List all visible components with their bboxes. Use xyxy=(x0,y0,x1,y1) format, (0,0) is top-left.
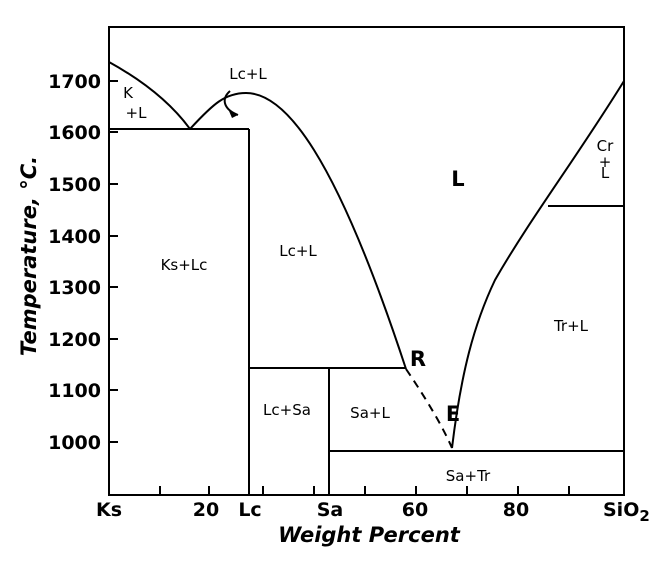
y-tick-label-1500: 1500 xyxy=(48,174,101,196)
metastable-liquidus-curve xyxy=(405,368,453,449)
k-plus-l-label-l: +L xyxy=(126,104,148,122)
cr-plus-l-label-l: L xyxy=(601,164,610,182)
y-tick-label-1400: 1400 xyxy=(48,226,101,248)
ks-liquidus-curve xyxy=(108,61,191,130)
lc-plus-l-label: Lc+L xyxy=(279,242,317,260)
sa-plus-tr-label: Sa+Tr xyxy=(446,467,491,485)
x-tick-label-sio2-main: SiO xyxy=(603,499,639,521)
cr-plus-l-label-plus: + xyxy=(599,153,612,171)
x-tick-label-sio2-subscript: 2 xyxy=(639,507,649,525)
y-axis: 1700 1600 1500 1400 1300 1200 1100 1000 … xyxy=(17,71,118,454)
tr-plus-l-label: Tr+L xyxy=(553,317,589,335)
y-tick-label-1200: 1200 xyxy=(48,329,101,351)
x-tick-label-lc: Lc xyxy=(238,499,261,521)
k-plus-l-label-k: K xyxy=(123,84,134,102)
point-e-label: E xyxy=(446,402,460,426)
phase-boundaries xyxy=(108,61,625,495)
sio2-liquidus-curve xyxy=(451,80,625,449)
y-tick-label-1000: 1000 xyxy=(48,432,101,454)
x-tick-label-sa: Sa xyxy=(317,499,344,521)
y-tick-label-1300: 1300 xyxy=(48,277,101,299)
region-labels: K +L Lc+L L Cr + L Ks+Lc Lc+L Tr+L Lc+Sa… xyxy=(123,65,614,485)
y-tick-label-1100: 1100 xyxy=(48,380,101,402)
x-tick-label-60: 60 xyxy=(402,499,428,521)
cr-plus-l-label-cr: Cr xyxy=(597,137,614,155)
ks-plus-lc-label: Ks+Lc xyxy=(161,256,208,274)
lc-l-pointer-arrowhead xyxy=(229,111,238,118)
x-tick-label-sio2: SiO2 xyxy=(603,499,650,525)
liquid-label: L xyxy=(451,167,464,191)
x-tick-label-20: 20 xyxy=(193,499,219,521)
x-tick-label-80: 80 xyxy=(503,499,529,521)
x-axis-title: Weight Percent xyxy=(278,523,461,547)
x-tick-label-ks: Ks xyxy=(96,499,122,521)
y-tick-label-1600: 1600 xyxy=(48,122,101,144)
lc-l-pointer-arrow xyxy=(223,90,239,116)
lc-liquidus-curve xyxy=(189,91,407,370)
x-axis: Ks 20 Lc Sa 60 80 SiO2 Weight Percent xyxy=(96,486,650,547)
point-r-label: R xyxy=(410,347,426,371)
y-axis-title: Temperature, °C. xyxy=(17,156,41,356)
lc-plus-sa-label: Lc+Sa xyxy=(263,401,311,419)
sa-plus-l-label: Sa+L xyxy=(350,404,390,422)
y-tick-label-1700: 1700 xyxy=(48,71,101,93)
lc-plus-l-top-label: Lc+L xyxy=(229,65,267,83)
